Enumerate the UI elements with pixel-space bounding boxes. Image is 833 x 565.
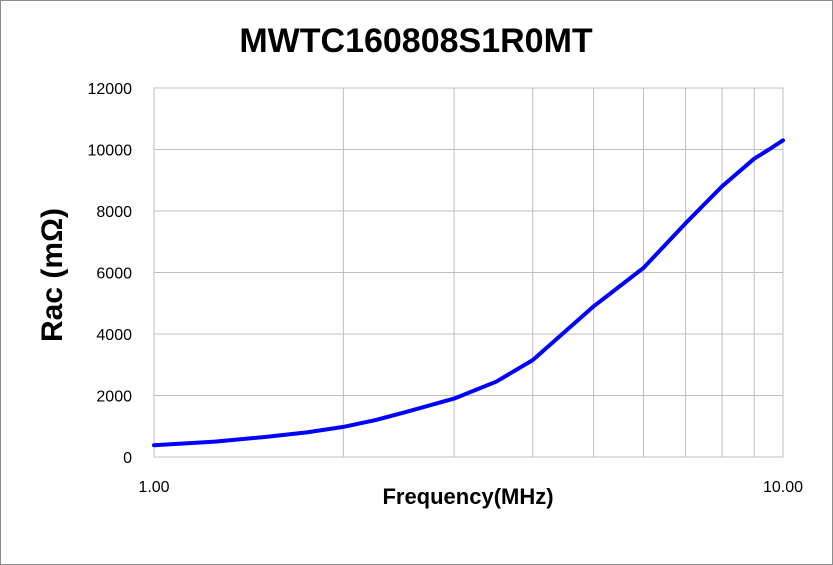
y-tick-label: 12000 bbox=[88, 81, 133, 98]
y-axis-label: Rac (mΩ) bbox=[36, 208, 69, 342]
grid bbox=[153, 87, 784, 458]
y-tick-label: 4000 bbox=[96, 327, 132, 344]
chart-title: MWTC160808S1R0MT bbox=[239, 22, 593, 60]
series-group bbox=[152, 138, 785, 448]
x-tick-label: 10.00 bbox=[763, 479, 803, 496]
y-tick-label: 0 bbox=[123, 450, 132, 467]
x-axis-ticks: 1.00 10.00 bbox=[138, 479, 803, 496]
y-tick-label: 8000 bbox=[96, 204, 132, 221]
y-tick-label: 2000 bbox=[96, 389, 132, 406]
x-axis-label: Frequency(MHz) bbox=[382, 484, 553, 509]
y-axis-ticks: 0 2000 4000 6000 8000 10000 12000 bbox=[88, 81, 133, 467]
y-tick-label: 6000 bbox=[96, 266, 132, 283]
y-tick-label: 10000 bbox=[88, 143, 133, 160]
x-tick-label: 1.00 bbox=[138, 479, 169, 496]
plot-area bbox=[153, 87, 784, 458]
series-line-0 bbox=[152, 138, 785, 448]
